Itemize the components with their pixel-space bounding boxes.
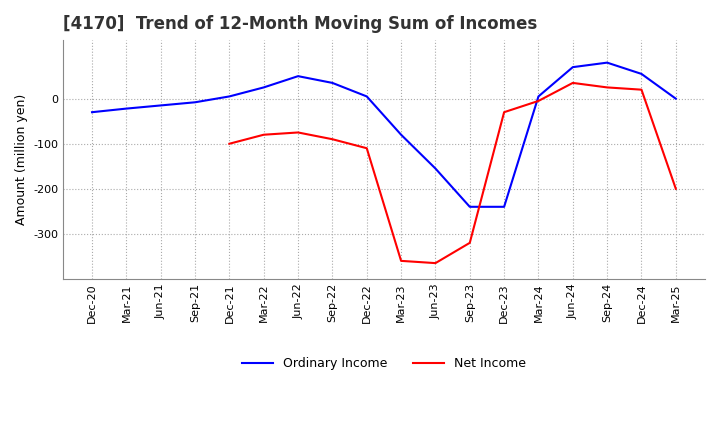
Net Income [500, 110, 508, 115]
Line: Net Income: Net Income [230, 83, 676, 263]
Net Income [569, 80, 577, 85]
Net Income [465, 240, 474, 246]
Ordinary Income [465, 204, 474, 209]
Ordinary Income [122, 106, 131, 111]
Net Income [328, 136, 337, 142]
Net Income [294, 130, 302, 135]
Legend: Ordinary Income, Net Income: Ordinary Income, Net Income [237, 352, 531, 375]
Net Income [259, 132, 268, 137]
Net Income [534, 98, 543, 103]
Ordinary Income [191, 99, 199, 105]
Ordinary Income [397, 132, 405, 137]
Ordinary Income [259, 85, 268, 90]
Ordinary Income [500, 204, 508, 209]
Ordinary Income [225, 94, 234, 99]
Y-axis label: Amount (million yen): Amount (million yen) [15, 94, 28, 225]
Ordinary Income [603, 60, 611, 65]
Line: Ordinary Income: Ordinary Income [92, 62, 676, 207]
Ordinary Income [362, 94, 371, 99]
Net Income [397, 258, 405, 264]
Ordinary Income [637, 71, 646, 77]
Net Income [603, 85, 611, 90]
Ordinary Income [534, 94, 543, 99]
Ordinary Income [294, 73, 302, 79]
Ordinary Income [156, 103, 165, 108]
Net Income [672, 186, 680, 191]
Net Income [225, 141, 234, 147]
Ordinary Income [328, 80, 337, 85]
Ordinary Income [431, 166, 440, 171]
Net Income [362, 146, 371, 151]
Ordinary Income [88, 110, 96, 115]
Ordinary Income [569, 65, 577, 70]
Net Income [431, 260, 440, 266]
Ordinary Income [672, 96, 680, 101]
Text: [4170]  Trend of 12-Month Moving Sum of Incomes: [4170] Trend of 12-Month Moving Sum of I… [63, 15, 537, 33]
Net Income [637, 87, 646, 92]
